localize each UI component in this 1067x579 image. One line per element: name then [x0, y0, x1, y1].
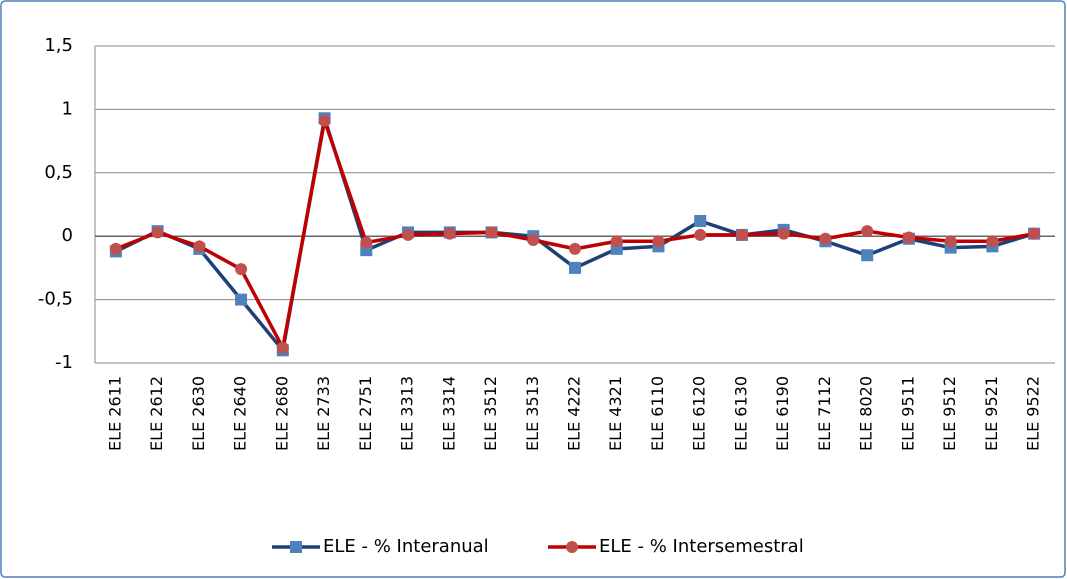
series-marker: [360, 236, 373, 249]
x-tick-label: ELE 3313: [398, 376, 417, 451]
x-tick-label: ELE 4321: [606, 376, 625, 451]
series-marker: [735, 228, 748, 241]
y-tick-label: -1: [55, 352, 73, 373]
series-marker: [861, 225, 874, 238]
y-tick-label: -0,5: [38, 289, 73, 310]
x-tick-label: ELE 2751: [356, 376, 375, 451]
x-tick-label: ELE 9522: [1024, 376, 1043, 451]
series-marker: [151, 226, 164, 239]
x-tick-label: ELE 2733: [314, 376, 333, 451]
x-tick-label: ELE 2611: [105, 376, 124, 451]
series-marker: [485, 226, 498, 239]
x-tick-label: ELE 2640: [231, 376, 250, 451]
series-marker: [318, 114, 331, 127]
series-marker: [527, 234, 540, 247]
y-tick-label: 1: [62, 98, 73, 119]
series-marker: [402, 228, 415, 241]
series-marker: [902, 231, 915, 244]
series-marker: [109, 242, 122, 255]
series-marker: [235, 293, 248, 306]
x-tick-label: ELE 9511: [898, 376, 917, 451]
x-tick-label: ELE 7112: [815, 376, 834, 451]
series-marker: [235, 263, 248, 276]
series-marker: [1028, 227, 1041, 240]
legend-marker: [290, 541, 302, 553]
x-tick-label: ELE 3314: [439, 376, 458, 451]
y-tick-label: 0,5: [44, 162, 73, 183]
series-marker: [610, 235, 623, 248]
x-tick-label: ELE 6120: [690, 376, 709, 451]
x-tick-label: ELE 6190: [773, 376, 792, 451]
series-marker: [944, 235, 957, 248]
x-tick-label: ELE 9521: [982, 376, 1001, 451]
series-marker: [569, 261, 581, 274]
series-marker: [777, 227, 790, 240]
series-marker: [193, 240, 206, 253]
series-marker: [652, 235, 665, 248]
series-marker: [276, 341, 289, 354]
legend-marker: [566, 541, 578, 553]
series-marker: [694, 214, 707, 227]
x-tick-label: ELE 6130: [731, 376, 750, 451]
legend-label: ELE - % Intersemestral: [599, 536, 804, 557]
x-tick-label: ELE 2680: [272, 376, 291, 451]
series-marker: [694, 228, 707, 241]
series-marker: [569, 242, 581, 255]
series-marker: [986, 235, 999, 248]
y-tick-label: 1,5: [44, 35, 73, 56]
x-tick-label: ELE 8020: [857, 376, 876, 451]
x-tick-label: ELE 4222: [565, 376, 584, 451]
legend-label: ELE - % Interanual: [323, 536, 489, 557]
x-tick-label: ELE 6110: [648, 376, 667, 451]
x-tick-label: ELE 9512: [940, 376, 959, 451]
x-tick-label: ELE 3513: [523, 376, 542, 451]
series-marker: [443, 227, 456, 240]
x-tick-label: ELE 3512: [481, 376, 500, 451]
series-marker: [819, 232, 832, 245]
series-marker: [861, 249, 874, 262]
x-tick-label: ELE 2612: [147, 376, 166, 451]
x-tick-label: ELE 2630: [189, 376, 208, 451]
y-tick-label: 0: [62, 225, 73, 246]
